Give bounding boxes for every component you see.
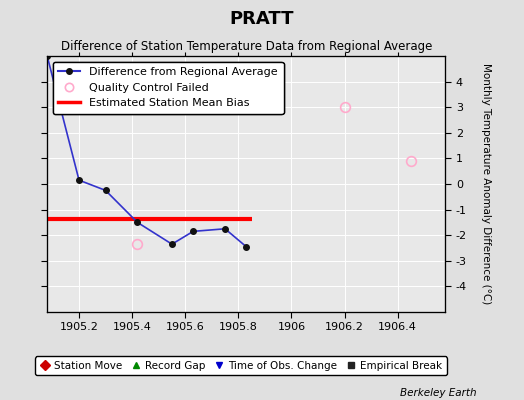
Legend: Difference from Regional Average, Quality Control Failed, Estimated Station Mean: Difference from Regional Average, Qualit… [53, 62, 283, 114]
Title: Difference of Station Temperature Data from Regional Average: Difference of Station Temperature Data f… [61, 40, 432, 54]
Y-axis label: Monthly Temperature Anomaly Difference (°C): Monthly Temperature Anomaly Difference (… [481, 63, 491, 305]
Text: Berkeley Earth: Berkeley Earth [400, 388, 477, 398]
Legend: Station Move, Record Gap, Time of Obs. Change, Empirical Break: Station Move, Record Gap, Time of Obs. C… [35, 356, 447, 375]
Text: PRATT: PRATT [230, 10, 294, 28]
